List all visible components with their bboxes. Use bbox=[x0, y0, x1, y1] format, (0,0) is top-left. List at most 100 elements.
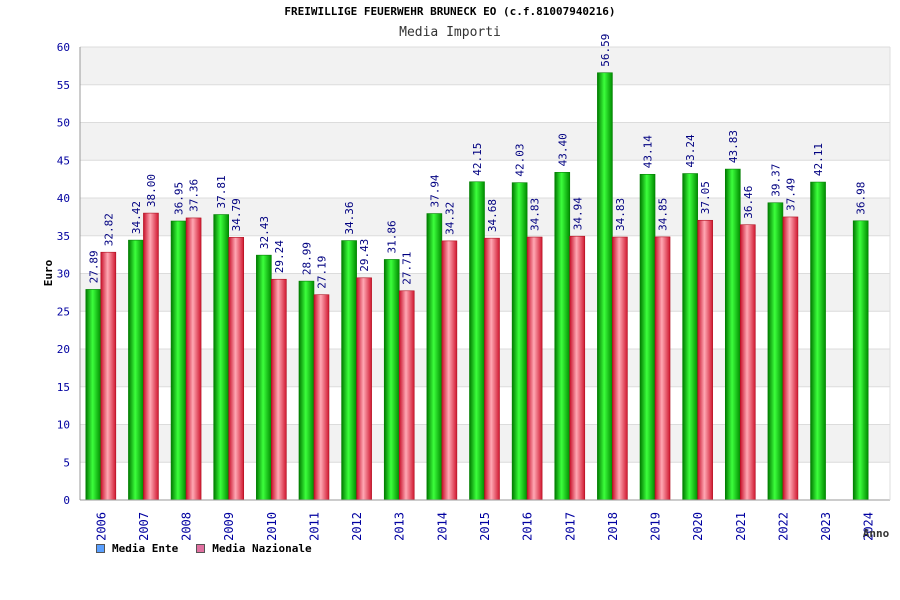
bar-media-ente-2013 bbox=[383, 259, 400, 501]
legend: Media Ente Media Nazionale bbox=[96, 542, 330, 555]
x-tick-label: 2019 bbox=[649, 512, 663, 541]
value-label: 43.24 bbox=[684, 134, 697, 167]
chart-subtitle: Media Importi bbox=[399, 25, 501, 40]
value-label: 29.24 bbox=[273, 240, 286, 273]
bar-media-ente-2012 bbox=[341, 240, 357, 501]
grid-band bbox=[80, 122, 890, 161]
x-tick-label: 2007 bbox=[137, 512, 151, 541]
legend-item-media-ente: Media Ente bbox=[96, 542, 178, 555]
value-label: 36.95 bbox=[173, 182, 186, 215]
value-label: 34.83 bbox=[614, 198, 627, 231]
x-tick-label: 2010 bbox=[265, 512, 279, 541]
value-label: 34.85 bbox=[657, 198, 670, 231]
value-label: 36.98 bbox=[855, 182, 868, 215]
value-label: 32.43 bbox=[258, 216, 271, 249]
y-tick-label: 5 bbox=[63, 456, 70, 469]
legend-swatch-media-nazionale bbox=[196, 544, 206, 553]
bar-media-nazionale-2018 bbox=[612, 236, 628, 501]
value-label: 56.59 bbox=[599, 34, 612, 67]
value-label: 42.11 bbox=[812, 143, 825, 176]
y-tick-label: 55 bbox=[57, 79, 70, 92]
y-axis-label: Euro bbox=[42, 259, 55, 286]
value-label: 34.94 bbox=[571, 197, 584, 230]
x-tick-label: 2015 bbox=[478, 512, 492, 541]
bar-media-nazionale-2022 bbox=[782, 216, 799, 501]
value-label: 31.86 bbox=[386, 220, 399, 253]
value-label: 39.37 bbox=[769, 164, 782, 197]
x-tick-label: 2017 bbox=[563, 512, 577, 541]
bar-media-ente-2018 bbox=[597, 72, 613, 501]
y-tick-label: 60 bbox=[57, 41, 70, 54]
x-tick-label: 2012 bbox=[350, 512, 364, 541]
y-tick-label: 20 bbox=[57, 343, 70, 356]
grid-band bbox=[80, 84, 890, 123]
value-label: 27.89 bbox=[87, 250, 100, 283]
x-tick-label: 2016 bbox=[521, 512, 535, 541]
chart-title: FREIWILLIGE FEUERWEHR BRUNECK EO (c.f.81… bbox=[284, 5, 616, 18]
x-tick-label: 2006 bbox=[94, 512, 108, 541]
bar-media-nazionale-2017 bbox=[569, 235, 586, 501]
bar-media-nazionale-2011 bbox=[313, 294, 330, 501]
bar-media-ente-2015 bbox=[469, 181, 485, 501]
bars bbox=[85, 72, 869, 501]
y-tick-label: 0 bbox=[63, 494, 70, 507]
y-tick-label: 25 bbox=[57, 305, 70, 318]
axes: 0 5 10 15 20 25 30 35 40 45 50 55 60 2006 2007 2008 2009… bbox=[57, 41, 891, 541]
legend-label-media-nazionale: Media Nazionale bbox=[212, 542, 312, 555]
bar-media-ente-2023 bbox=[810, 181, 826, 501]
value-label: 27.19 bbox=[315, 256, 328, 289]
bar-media-nazionale-2019 bbox=[654, 236, 671, 501]
bar-media-ente-2009 bbox=[213, 214, 230, 501]
bar-media-nazionale-2015 bbox=[484, 237, 500, 501]
bar-media-ente-2016 bbox=[511, 182, 528, 501]
bar-media-ente-2024 bbox=[852, 220, 869, 501]
bar-media-nazionale-2013 bbox=[398, 290, 415, 501]
x-tick-label: 2020 bbox=[691, 512, 705, 541]
x-tick-label: 2024 bbox=[862, 512, 876, 541]
value-label: 36.46 bbox=[742, 186, 755, 219]
x-tick-label: 2023 bbox=[819, 512, 833, 541]
value-label: 37.81 bbox=[215, 175, 228, 208]
value-label: 38.00 bbox=[145, 174, 158, 207]
bar-media-ente-2010 bbox=[256, 254, 272, 501]
bar-media-nazionale-2010 bbox=[271, 278, 287, 501]
value-label: 32.82 bbox=[102, 213, 115, 246]
x-axis-label: Anno bbox=[863, 527, 890, 540]
value-label: 28.99 bbox=[300, 242, 313, 275]
grid-band bbox=[80, 160, 890, 198]
value-label: 34.32 bbox=[443, 202, 456, 235]
value-label: 34.83 bbox=[529, 198, 542, 231]
value-label: 37.49 bbox=[784, 178, 797, 211]
bar-media-nazionale-2016 bbox=[526, 236, 543, 501]
value-label: 34.42 bbox=[130, 201, 143, 234]
bar-media-ente-2006 bbox=[85, 289, 102, 501]
bar-media-ente-2014 bbox=[426, 213, 443, 501]
value-label: 27.71 bbox=[401, 252, 414, 285]
value-label: 43.83 bbox=[727, 130, 740, 163]
value-label: 34.68 bbox=[486, 199, 499, 232]
bar-media-nazionale-2007 bbox=[143, 212, 159, 501]
value-label: 43.40 bbox=[556, 133, 569, 166]
y-tick-label: 30 bbox=[57, 268, 70, 281]
value-label: 37.36 bbox=[188, 179, 201, 212]
y-tick-label: 40 bbox=[57, 192, 70, 205]
bar-media-ente-2019 bbox=[639, 173, 656, 501]
bar-media-nazionale-2008 bbox=[185, 217, 202, 501]
bar-media-nazionale-2020 bbox=[697, 219, 713, 501]
bar-media-nazionale-2006 bbox=[100, 251, 117, 501]
bar-media-ente-2021 bbox=[724, 168, 741, 501]
legend-item-media-nazionale: Media Nazionale bbox=[196, 542, 312, 555]
legend-swatch-media-ente bbox=[96, 544, 105, 553]
legend-label-media-ente: Media Ente bbox=[112, 542, 179, 555]
x-tick-label: 2021 bbox=[734, 512, 748, 541]
y-tick-label: 50 bbox=[57, 117, 70, 130]
value-label: 42.15 bbox=[471, 143, 484, 176]
value-label: 34.36 bbox=[343, 201, 356, 234]
value-label: 34.79 bbox=[230, 198, 243, 231]
bar-media-ente-2017 bbox=[554, 172, 571, 501]
bar-media-nazionale-2014 bbox=[441, 240, 458, 501]
x-tick-label: 2014 bbox=[435, 512, 449, 541]
value-label: 37.05 bbox=[699, 181, 712, 214]
